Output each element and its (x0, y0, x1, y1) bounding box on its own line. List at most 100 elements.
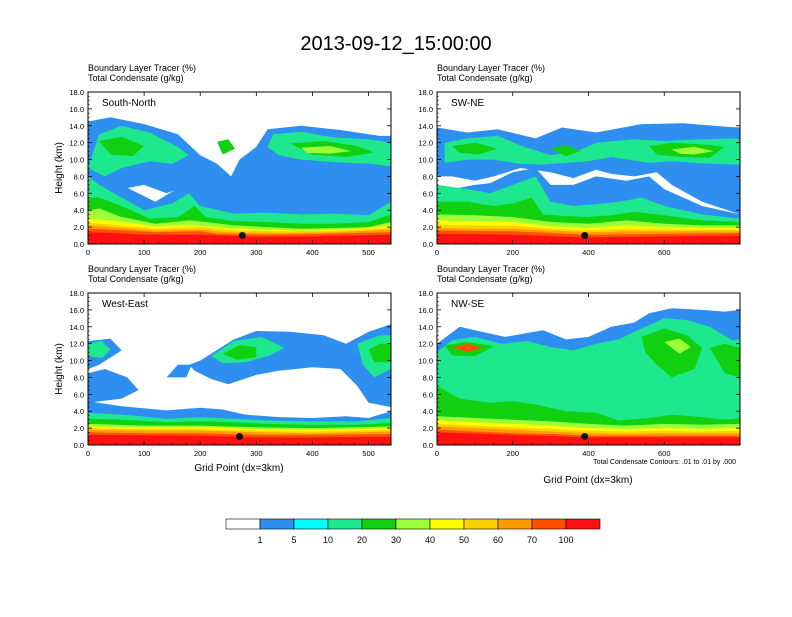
y-tick-label: 12.0 (69, 139, 84, 148)
y-tick-label: 14.0 (69, 323, 84, 332)
panel-header-tracer: Boundary Layer Tracer (%) (88, 63, 196, 73)
colorbar-swatch (463, 518, 499, 530)
panel-west-east: Boundary Layer Tracer (%) Total Condensa… (54, 264, 392, 474)
panel-header-tracer: Boundary Layer Tracer (%) (437, 63, 545, 73)
y-tick-label: 6.0 (74, 390, 84, 399)
y-tick-label: 18.0 (69, 289, 84, 298)
tracer-band-level-4 (452, 142, 498, 155)
tracer-band-level-4 (550, 145, 581, 157)
figure-title: 2013-09-12_15:00:00 (300, 33, 491, 55)
y-tick-label: 10.0 (69, 156, 84, 165)
x-tick-label: 400 (582, 449, 595, 458)
x-tick-label: 100 (138, 449, 151, 458)
x-tick-label: 500 (362, 248, 375, 257)
y-tick-label: 10.0 (69, 357, 84, 366)
y-tick-label: 16.0 (69, 105, 84, 114)
y-tick-label: 0.0 (423, 441, 433, 450)
colorbar-swatch (361, 518, 397, 530)
tracer-band-level-4 (217, 139, 235, 155)
y-tick-label: 2.0 (423, 223, 433, 232)
axes: 0.0 2.0 4.0 6.0 8.0 10.0 12.0 14.0 16.0 18.0 0 200 4… (418, 88, 741, 257)
tracer-band-level-3 (437, 369, 650, 415)
y-tick-label: 8.0 (423, 172, 433, 181)
panel-sw-ne: Boundary Layer Tracer (%) Total Condensa… (418, 63, 741, 257)
x-tick-label: 400 (306, 248, 319, 257)
y-tick-label: 16.0 (418, 306, 433, 315)
tracer-band-level-4 (99, 136, 145, 157)
tracer-band-level-1 (166, 364, 192, 378)
colorbar-swatch (225, 518, 261, 530)
x-tick-label: 600 (658, 248, 671, 257)
y-tick-label: 12.0 (418, 340, 433, 349)
y-axis-label: Height (km) (54, 343, 65, 395)
colorbar-swatch (395, 518, 431, 530)
colorbar-label: 60 (493, 535, 503, 545)
y-tick-label: 6.0 (423, 189, 433, 198)
heatmap-fill (437, 123, 740, 244)
colorbar-swatch (327, 518, 363, 530)
colorbar-label: 100 (558, 535, 573, 545)
y-tick-label: 4.0 (74, 206, 84, 215)
tracer-band-level-4 (222, 345, 257, 360)
y-tick-label: 6.0 (74, 189, 84, 198)
panel-header-condensate: Total Condensate (g/kg) (437, 274, 533, 284)
x-tick-label: 0 (435, 248, 439, 257)
y-tick-label: 2.0 (74, 223, 84, 232)
tracer-band-level-4 (641, 328, 703, 378)
tracer-band-level-10 (88, 232, 391, 244)
y-tick-label: 0.0 (423, 240, 433, 249)
x-tick-label: 300 (250, 449, 263, 458)
y-tick-label: 4.0 (423, 407, 433, 416)
y-tick-label: 4.0 (423, 206, 433, 215)
y-tick-label: 8.0 (74, 373, 84, 382)
y-tick-label: 18.0 (418, 88, 433, 97)
x-tick-label: 200 (194, 248, 207, 257)
panel-label: SW-NE (451, 98, 484, 109)
colorbar-swatch (293, 518, 329, 530)
panel-nw-se: Boundary Layer Tracer (%) Total Condensa… (418, 264, 741, 486)
panel-header-condensate: Total Condensate (g/kg) (437, 73, 533, 83)
y-tick-label: 18.0 (418, 289, 433, 298)
colorbar-label: 50 (459, 535, 469, 545)
colorbar-swatch (531, 518, 567, 530)
y-tick-label: 14.0 (418, 323, 433, 332)
panel-header-condensate: Total Condensate (g/kg) (88, 73, 184, 83)
colorbar-label: 40 (425, 535, 435, 545)
tracer-band-level-5 (301, 146, 352, 154)
panel-south-north: Boundary Layer Tracer (%) Total Condensa… (54, 63, 392, 257)
x-tick-label: 400 (582, 248, 595, 257)
y-tick-label: 8.0 (423, 373, 433, 382)
y-tick-label: 2.0 (423, 424, 433, 433)
tracer-band-level-4 (709, 343, 740, 378)
x-tick-label: 200 (506, 248, 519, 257)
x-tick-label: 0 (86, 449, 90, 458)
y-tick-label: 0.0 (74, 441, 84, 450)
panel-label: NW-SE (451, 299, 484, 310)
location-marker (238, 232, 246, 240)
panel-label: West-East (102, 299, 148, 310)
colorbar-swatch (565, 518, 601, 530)
tracer-band-level-9 (452, 343, 483, 353)
x-tick-label: 100 (138, 248, 151, 257)
y-tick-label: 14.0 (418, 122, 433, 131)
x-tick-label: 0 (435, 449, 439, 458)
y-tick-label: 2.0 (74, 424, 84, 433)
y-tick-label: 10.0 (418, 156, 433, 165)
panel-header-tracer: Boundary Layer Tracer (%) (88, 264, 196, 274)
x-tick-label: 0 (86, 248, 90, 257)
tracer-band-level-1 (88, 369, 139, 403)
colorbar: 1 5 10 20 30 40 50 60 70 100 (225, 518, 601, 545)
colorbar-label: 70 (527, 535, 537, 545)
panel-header-tracer: Boundary Layer Tracer (%) (437, 264, 545, 274)
axes: 0.0 2.0 4.0 6.0 8.0 10.0 12.0 14.0 16.0 18.0 0 100 2… (69, 88, 391, 257)
y-tick-label: 12.0 (418, 139, 433, 148)
tracer-band-level-1 (189, 324, 391, 407)
x-axis-label: Grid Point (dx=3km) (194, 463, 283, 474)
axes: 0.0 2.0 4.0 6.0 8.0 10.0 12.0 14.0 16.0 18.0 0 100 2… (69, 289, 391, 458)
contour-footnote: Total Condensate Contours: .01 to .01 by… (593, 459, 736, 466)
colorbar-label: 20 (357, 535, 367, 545)
axes: 0.0 2.0 4.0 6.0 8.0 10.0 12.0 14.0 16.0 18.0 0 200 4… (418, 289, 741, 458)
y-tick-label: 16.0 (418, 105, 433, 114)
y-tick-label: 4.0 (74, 407, 84, 416)
x-tick-label: 200 (194, 449, 207, 458)
